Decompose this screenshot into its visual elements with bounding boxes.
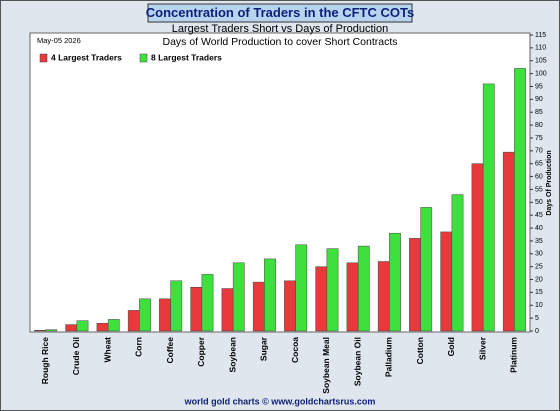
- bar: [139, 298, 151, 332]
- bar: [357, 245, 370, 332]
- x-tick-label: Silver: [477, 336, 487, 360]
- x-tick-label: Wheat: [102, 337, 112, 363]
- legend-swatch: [39, 53, 48, 63]
- y-tick-label: 85: [535, 109, 543, 116]
- date: May-05 2026: [37, 36, 81, 45]
- footer: world gold charts © www.goldchartsrus.co…: [184, 396, 376, 406]
- bar: [389, 232, 401, 332]
- y-tick-label: 5: [535, 315, 539, 322]
- x-tick-label: Soybean Oil: [352, 337, 362, 386]
- y-tick-label: 70: [535, 148, 543, 155]
- y-axis-label: Days Of Production: [546, 150, 553, 215]
- bar: [232, 262, 245, 332]
- bar: [326, 248, 339, 332]
- subtitle: Largest Traders Short vs Days of Product…: [172, 23, 388, 35]
- bar: [159, 298, 171, 332]
- x-tick-label: Cotton: [415, 337, 425, 364]
- x-tick-label: Coffee: [165, 337, 175, 364]
- bar: [65, 324, 78, 332]
- bar: [45, 329, 58, 332]
- bar: [107, 319, 120, 332]
- bar: [264, 258, 276, 332]
- x-tick-label: Sugar: [259, 336, 269, 361]
- y-tick-label: 90: [535, 96, 543, 103]
- bar: [514, 68, 526, 332]
- title-box: [147, 3, 413, 23]
- y-tick-label: 100: [535, 70, 547, 77]
- y-tick-label: 45: [535, 212, 543, 219]
- legend-label: 4 Largest Traders: [51, 52, 122, 62]
- y-tick-label: 75: [535, 135, 543, 142]
- y-tick-label: 10: [535, 302, 543, 309]
- y-tick-label: 40: [535, 225, 543, 232]
- x-tick-label: Rough Rice: [40, 337, 50, 384]
- bar: [346, 262, 359, 332]
- bar: [440, 231, 453, 332]
- bar: [284, 280, 296, 332]
- legend-label: 8 Largest Traders: [151, 52, 222, 62]
- x-tick-label: Palladium: [384, 337, 394, 378]
- bar: [170, 280, 183, 332]
- x-tick-label: Corn: [134, 337, 144, 357]
- bar: [409, 238, 421, 332]
- bar: [34, 329, 46, 332]
- y-tick-label: 65: [535, 161, 543, 168]
- subtitle: Days of World Production to cover Short …: [163, 36, 398, 48]
- bar: [127, 310, 140, 332]
- y-tick-label: 30: [535, 251, 543, 258]
- y-tick-label: 60: [535, 173, 543, 180]
- y-tick-label: 115: [535, 32, 546, 39]
- x-tick-label: Platinum: [509, 337, 519, 373]
- bar: [377, 261, 390, 332]
- bar: [96, 323, 109, 332]
- x-tick-label: Soybean: [227, 337, 237, 372]
- x-tick-label: Copper: [196, 336, 206, 366]
- x-tick-label: Crude Oil: [71, 337, 81, 375]
- bar: [76, 320, 89, 332]
- bar: [482, 83, 495, 332]
- y-tick-label: 0: [535, 328, 539, 335]
- y-tick-label: 110: [535, 45, 546, 52]
- y-tick-label: 35: [535, 238, 543, 245]
- bar: [451, 194, 464, 332]
- bar: [420, 207, 433, 332]
- bar: [201, 274, 214, 332]
- bar: [471, 163, 484, 332]
- y-tick-label: 80: [535, 122, 543, 129]
- bar: [221, 288, 234, 332]
- legend-swatch: [139, 53, 148, 63]
- y-tick-label: 25: [535, 263, 543, 270]
- x-tick-label: Soybean Meal: [321, 337, 331, 394]
- bar: [502, 151, 515, 332]
- bar: [190, 286, 203, 332]
- bar: [295, 244, 308, 332]
- y-tick-label: 95: [535, 83, 543, 90]
- x-tick-label: Gold: [446, 337, 456, 356]
- y-tick-label: 15: [535, 289, 543, 296]
- chart-title: Concentration of Traders in the CFTC COT…: [146, 5, 414, 20]
- bar: [315, 266, 328, 332]
- y-tick-label: 105: [535, 58, 547, 65]
- y-tick-label: 50: [535, 199, 543, 206]
- y-tick-label: 20: [535, 276, 543, 283]
- x-tick-label: Cocoa: [290, 337, 300, 363]
- bar: [252, 281, 265, 332]
- y-tick-label: 55: [535, 186, 543, 193]
